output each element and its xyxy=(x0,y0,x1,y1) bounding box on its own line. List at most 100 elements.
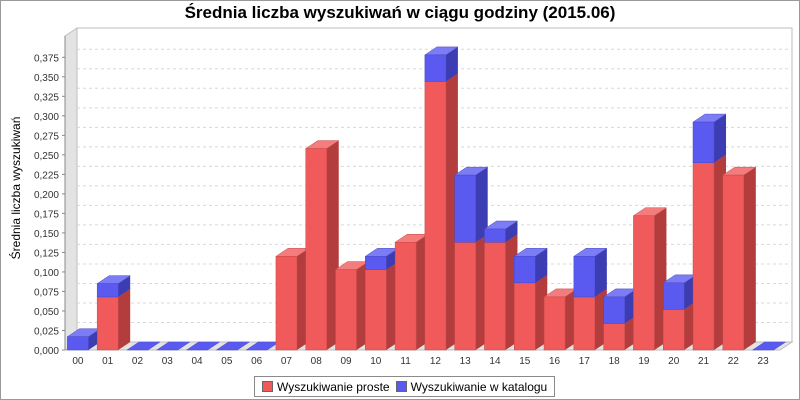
x-tick-label: 11 xyxy=(400,356,411,367)
bar-simple-18-front xyxy=(603,323,625,351)
bar-catalog-21-side xyxy=(714,114,727,163)
bar-simple-10-front xyxy=(365,269,387,351)
bar-simple-12 xyxy=(424,73,459,351)
bar-simple-11-front xyxy=(394,242,417,351)
x-tick-label: 20 xyxy=(668,356,680,367)
bar-simple-07 xyxy=(275,248,310,351)
bar-simple-21-front xyxy=(692,162,715,351)
left-wall xyxy=(64,27,78,351)
bar-zero-02 xyxy=(126,341,161,351)
x-tick-label: 03 xyxy=(162,356,174,367)
x-tick-label: 01 xyxy=(102,356,114,367)
bar-catalog-01-front xyxy=(96,283,119,298)
bar-simple-12-front xyxy=(424,81,447,351)
bar-catalog-20-front xyxy=(662,282,685,310)
x-tick-label: 14 xyxy=(489,356,501,367)
legend-label-catalog: Wyszukiwanie w katalogu xyxy=(410,379,548,394)
y-tick-label: 0,200 xyxy=(34,190,59,201)
bar-catalog-12-side xyxy=(445,46,458,82)
legend-item-catalog: Wyszukiwanie w katalogu xyxy=(395,379,548,394)
bar-zero-04 xyxy=(185,341,221,351)
y-tick-label: 0,350 xyxy=(34,73,59,84)
bar-simple-01-side xyxy=(118,288,131,350)
bar-catalog-15 xyxy=(513,248,549,284)
x-tick-label: 16 xyxy=(549,356,561,367)
bar-catalog-15-front xyxy=(514,256,536,284)
bar-simple-16-front xyxy=(543,296,566,351)
x-tick-label: 00 xyxy=(72,356,84,367)
bar-simple-10 xyxy=(364,261,400,351)
bar-catalog-18-front xyxy=(603,296,625,324)
y-tick-label: 0,000 xyxy=(34,346,59,357)
bar-catalog-10-front xyxy=(365,256,387,270)
bar-simple-01 xyxy=(96,288,132,351)
x-tick-label: 06 xyxy=(251,356,263,367)
y-tick-label: 0,150 xyxy=(34,229,59,240)
bar-catalog-21 xyxy=(692,113,727,163)
bar-zero-03 xyxy=(155,341,191,351)
bar-simple-16 xyxy=(543,288,578,351)
bar-catalog-13 xyxy=(453,166,489,243)
bar-catalog-21-front xyxy=(692,121,715,163)
bar-simple-11 xyxy=(394,234,429,351)
legend-item-simple: Wyszukiwanie proste xyxy=(262,380,390,394)
x-tick-label: 13 xyxy=(460,356,472,367)
bar-catalog-00 xyxy=(66,328,102,351)
x-tick-label: 23 xyxy=(758,356,770,367)
x-tick-label: 12 xyxy=(430,356,442,367)
bar-catalog-17-side xyxy=(594,248,607,297)
legend: Wyszukiwanie proste Wyszukiwanie w katal… xyxy=(254,376,556,397)
y-tick-label: 0,250 xyxy=(34,151,59,162)
bar-catalog-14-front xyxy=(484,228,506,243)
bar-catalog-01-side xyxy=(118,275,131,297)
bar-catalog-17-front xyxy=(573,256,596,298)
bar-catalog-18 xyxy=(602,288,638,324)
plot-area: 0,000 0,025 0,050 0,075 0,100 0,125 0,150 0,175… xyxy=(34,27,794,367)
bar-catalog-14-side xyxy=(505,221,518,243)
bar-simple-09 xyxy=(334,261,370,351)
y-tick-label: 0,075 xyxy=(34,287,59,298)
y-axis-label: Średnia liczba wyszukiwań xyxy=(8,117,23,260)
bar-catalog-14 xyxy=(483,220,519,243)
x-tick-label: 04 xyxy=(192,356,204,367)
bar-simple-15-front xyxy=(514,282,536,351)
bar-simple-22 xyxy=(721,166,757,351)
bar-catalog-00-front xyxy=(67,336,89,351)
x-tick-label: 09 xyxy=(340,356,352,367)
x-tick-label: 07 xyxy=(281,356,293,367)
y-tick-label: 0,325 xyxy=(34,92,59,103)
bar-simple-17 xyxy=(573,288,608,351)
x-tick-label: 22 xyxy=(728,356,740,367)
x-tick-label: 17 xyxy=(579,356,591,367)
y-tick-label: 0,375 xyxy=(34,53,59,64)
bar-catalog-10 xyxy=(364,248,400,270)
bar-simple-14-front xyxy=(484,242,506,351)
x-tick-label: 21 xyxy=(698,356,710,367)
y-tick-label: 0,050 xyxy=(34,307,59,318)
y-tick-label: 0,100 xyxy=(34,268,59,279)
bar-catalog-12 xyxy=(424,46,459,82)
bar-simple-13-front xyxy=(454,242,476,351)
legend-swatch-simple xyxy=(262,381,273,392)
legend-label-simple: Wyszukiwanie proste xyxy=(277,379,390,394)
bar-simple-20-front xyxy=(662,309,685,351)
bar-simple-21 xyxy=(692,154,727,351)
bar-catalog-01 xyxy=(96,275,132,298)
bar-simple-08-front xyxy=(305,148,327,351)
bar-simple-22-side xyxy=(743,167,756,350)
y-tick-label: 0,225 xyxy=(34,170,59,181)
x-tick-label: 19 xyxy=(638,356,650,367)
y-tick-label: 0,275 xyxy=(34,131,59,142)
bar-catalog-13-front xyxy=(454,174,476,243)
y-tick-label: 0,175 xyxy=(34,209,59,220)
bar-simple-08 xyxy=(304,140,340,351)
y-tick-label: 0,125 xyxy=(34,248,59,259)
bar-simple-01-front xyxy=(96,296,119,351)
bar-simple-17-front xyxy=(573,296,596,351)
x-tick-label: 02 xyxy=(132,356,144,367)
x-tick-label: 15 xyxy=(519,356,531,367)
x-tick-label: 05 xyxy=(221,356,233,367)
x-tick-label: 08 xyxy=(311,356,323,367)
bar-simple-15 xyxy=(513,274,549,351)
